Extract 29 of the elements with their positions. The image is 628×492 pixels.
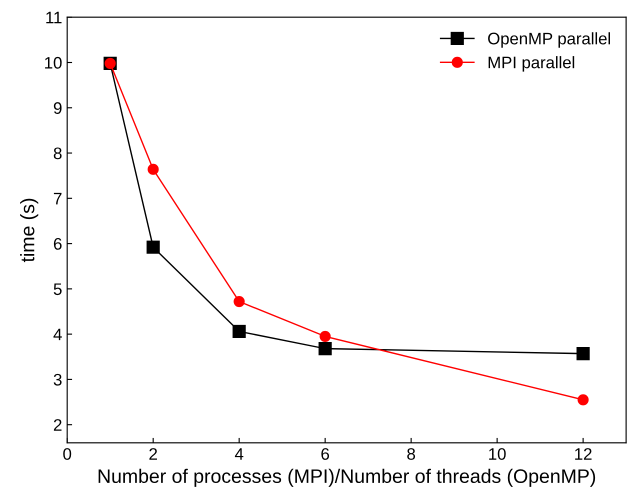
y-tick-label: 11 xyxy=(46,12,62,24)
y-tick-label: 9 xyxy=(54,102,62,114)
point xyxy=(234,296,245,308)
x-tick-label: 6 xyxy=(321,448,330,460)
y-tick-label: 7 xyxy=(54,192,62,204)
legend-label: OpenMP parallel xyxy=(488,32,610,48)
x-tick-label: 4 xyxy=(234,448,244,460)
x-tick-label: 12 xyxy=(575,448,592,460)
y-tick-label: 4 xyxy=(53,328,62,340)
y-tick-label: 2 xyxy=(54,419,62,431)
x-tick-label: 2 xyxy=(149,448,157,460)
y-tick-label: 8 xyxy=(54,147,62,160)
y-tick-label: 5 xyxy=(54,283,62,296)
x-tick-label: 8 xyxy=(407,448,416,460)
x-tick-label: 10 xyxy=(489,448,506,460)
point xyxy=(146,240,160,254)
point xyxy=(578,394,589,406)
y-tick-label: 10 xyxy=(45,56,62,69)
point xyxy=(148,164,159,175)
x-tick-label: 0 xyxy=(63,448,72,460)
point xyxy=(576,347,590,360)
y-tick-label: 3 xyxy=(54,374,62,386)
point xyxy=(320,330,331,342)
y-tick-label: 6 xyxy=(54,238,62,250)
point xyxy=(232,324,246,338)
x-axis-title: Number of processes (MPI)/Number of threads (OpenMP) xyxy=(98,468,596,487)
y-axis-title: time (s) xyxy=(20,198,38,262)
point xyxy=(318,342,332,356)
legend-label: MPI parallel xyxy=(488,56,574,72)
